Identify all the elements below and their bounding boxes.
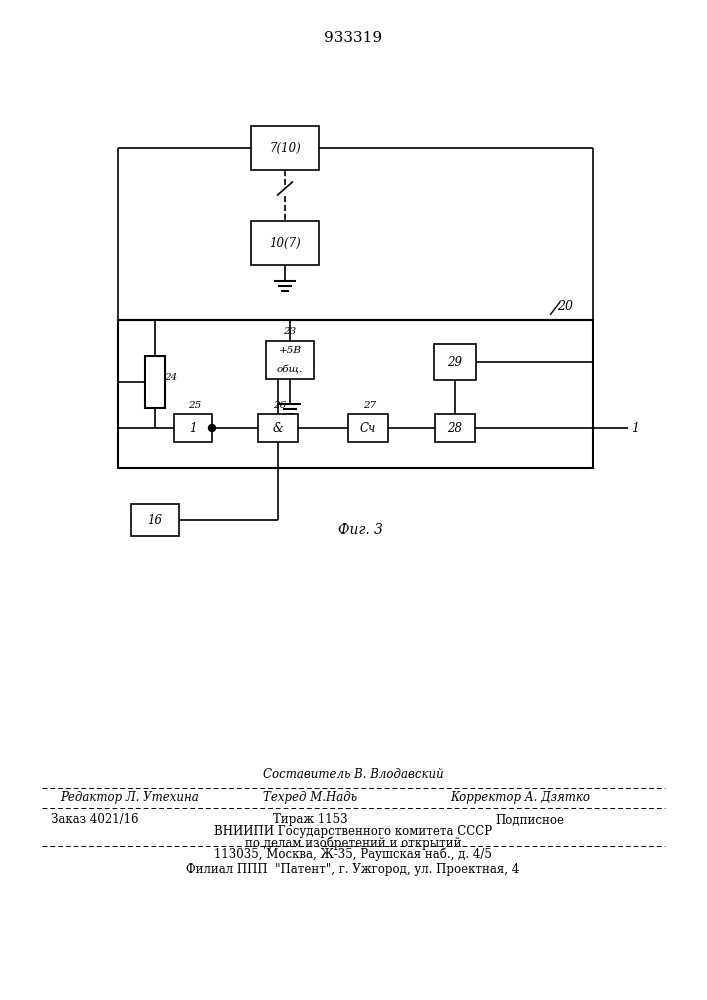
Text: 29: 29	[448, 356, 462, 368]
Bar	[118, 320, 593, 468]
Text: 25: 25	[188, 400, 201, 410]
Bar	[174, 414, 212, 442]
Bar	[266, 341, 314, 379]
Text: Тираж 1153: Тираж 1153	[273, 814, 347, 826]
Text: 7(10): 7(10)	[269, 141, 301, 154]
Circle shape	[209, 424, 216, 432]
Text: Подписное: Подписное	[496, 814, 564, 826]
Text: Филиал ППП  "Патент", г. Ужгород, ул. Проектная, 4: Филиал ППП "Патент", г. Ужгород, ул. Про…	[187, 863, 520, 876]
Text: 20: 20	[557, 300, 573, 312]
Text: 24: 24	[164, 372, 177, 381]
Text: ВНИИПИ Государственного комитета СССР: ВНИИПИ Государственного комитета СССР	[214, 826, 492, 838]
Text: 10(7): 10(7)	[269, 236, 301, 249]
Text: 933319: 933319	[324, 31, 382, 45]
Text: Техред М.Надь: Техред М.Надь	[263, 792, 357, 804]
Text: 16: 16	[148, 514, 163, 526]
Text: 1: 1	[189, 422, 197, 434]
Bar	[258, 414, 298, 442]
Text: 113035, Москва, Ж-35, Раушская наб., д. 4/5: 113035, Москва, Ж-35, Раушская наб., д. …	[214, 847, 492, 861]
Text: 1: 1	[631, 422, 639, 434]
Text: &: &	[273, 422, 284, 434]
Text: +5В: +5В	[279, 346, 301, 355]
Bar	[145, 356, 165, 408]
Text: Редактор Л. Утехина: Редактор Л. Утехина	[61, 792, 199, 804]
Text: по делам изобретений и открытий: по делам изобретений и открытий	[245, 836, 461, 850]
Text: Составитель В. Влодавский: Составитель В. Влодавский	[262, 768, 443, 782]
Text: общ.: общ.	[277, 365, 303, 374]
Text: 27: 27	[363, 400, 377, 410]
Text: 28: 28	[448, 422, 462, 434]
Text: Корректор А. Дзятко: Корректор А. Дзятко	[450, 792, 590, 804]
Text: 23: 23	[284, 328, 297, 336]
Bar	[348, 414, 388, 442]
Text: 26: 26	[274, 400, 286, 410]
Text: Cч: Cч	[360, 422, 376, 434]
Text: Фиг. 3: Фиг. 3	[337, 523, 382, 537]
Text: Заказ 4021/16: Заказ 4021/16	[51, 814, 139, 826]
Bar	[434, 344, 476, 380]
Bar	[251, 221, 319, 265]
Bar	[251, 126, 319, 170]
Bar	[435, 414, 475, 442]
Bar	[131, 504, 179, 536]
